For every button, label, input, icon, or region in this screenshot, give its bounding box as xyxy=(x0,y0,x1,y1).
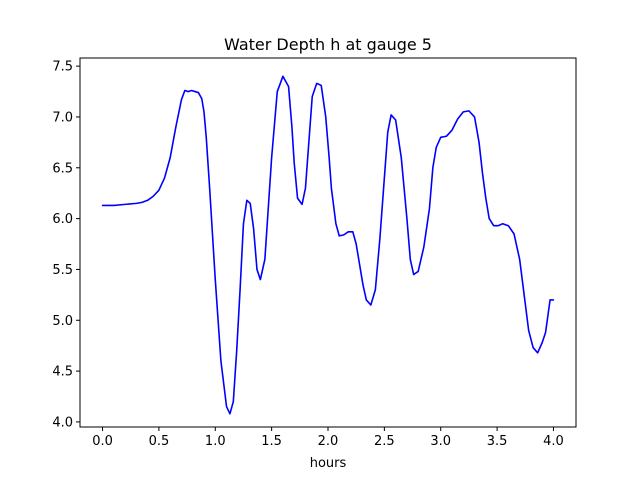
x-tick-label-3: 1.5 xyxy=(261,434,282,449)
y-tick-label-3: 5.5 xyxy=(52,263,73,278)
x-tick-label-7: 3.5 xyxy=(487,434,508,449)
y-tick-label-0: 4.0 xyxy=(52,415,73,430)
x-axis-label: hours xyxy=(310,456,347,471)
x-tick-label-4: 2.0 xyxy=(318,434,339,449)
chart-title: Water Depth h at gauge 5 xyxy=(224,35,432,54)
y-tick-label-1: 4.5 xyxy=(52,365,73,380)
x-tick-label-6: 3.0 xyxy=(430,434,451,449)
y-tick-label-2: 5.0 xyxy=(52,314,73,329)
series-line-0 xyxy=(101,75,555,415)
x-tick-label-5: 2.5 xyxy=(374,434,395,449)
y-tick-label-6: 7.0 xyxy=(52,110,73,125)
x-tick-label-8: 4.0 xyxy=(543,434,564,449)
y-tick-label-4: 6.0 xyxy=(52,212,73,227)
x-tick-label-1: 0.5 xyxy=(149,434,170,449)
x-tick-label-0: 0.0 xyxy=(92,434,113,449)
y-tick-label-7: 7.5 xyxy=(52,60,73,75)
y-tick-label-5: 6.5 xyxy=(52,161,73,176)
x-tick-label-2: 1.0 xyxy=(205,434,226,449)
plot-area: 0.0 0.5 1.0 1.5 2.0 2.5 3.0 3.5 4.0 4.0 4.5 5.0 5.5 6… xyxy=(52,57,577,449)
